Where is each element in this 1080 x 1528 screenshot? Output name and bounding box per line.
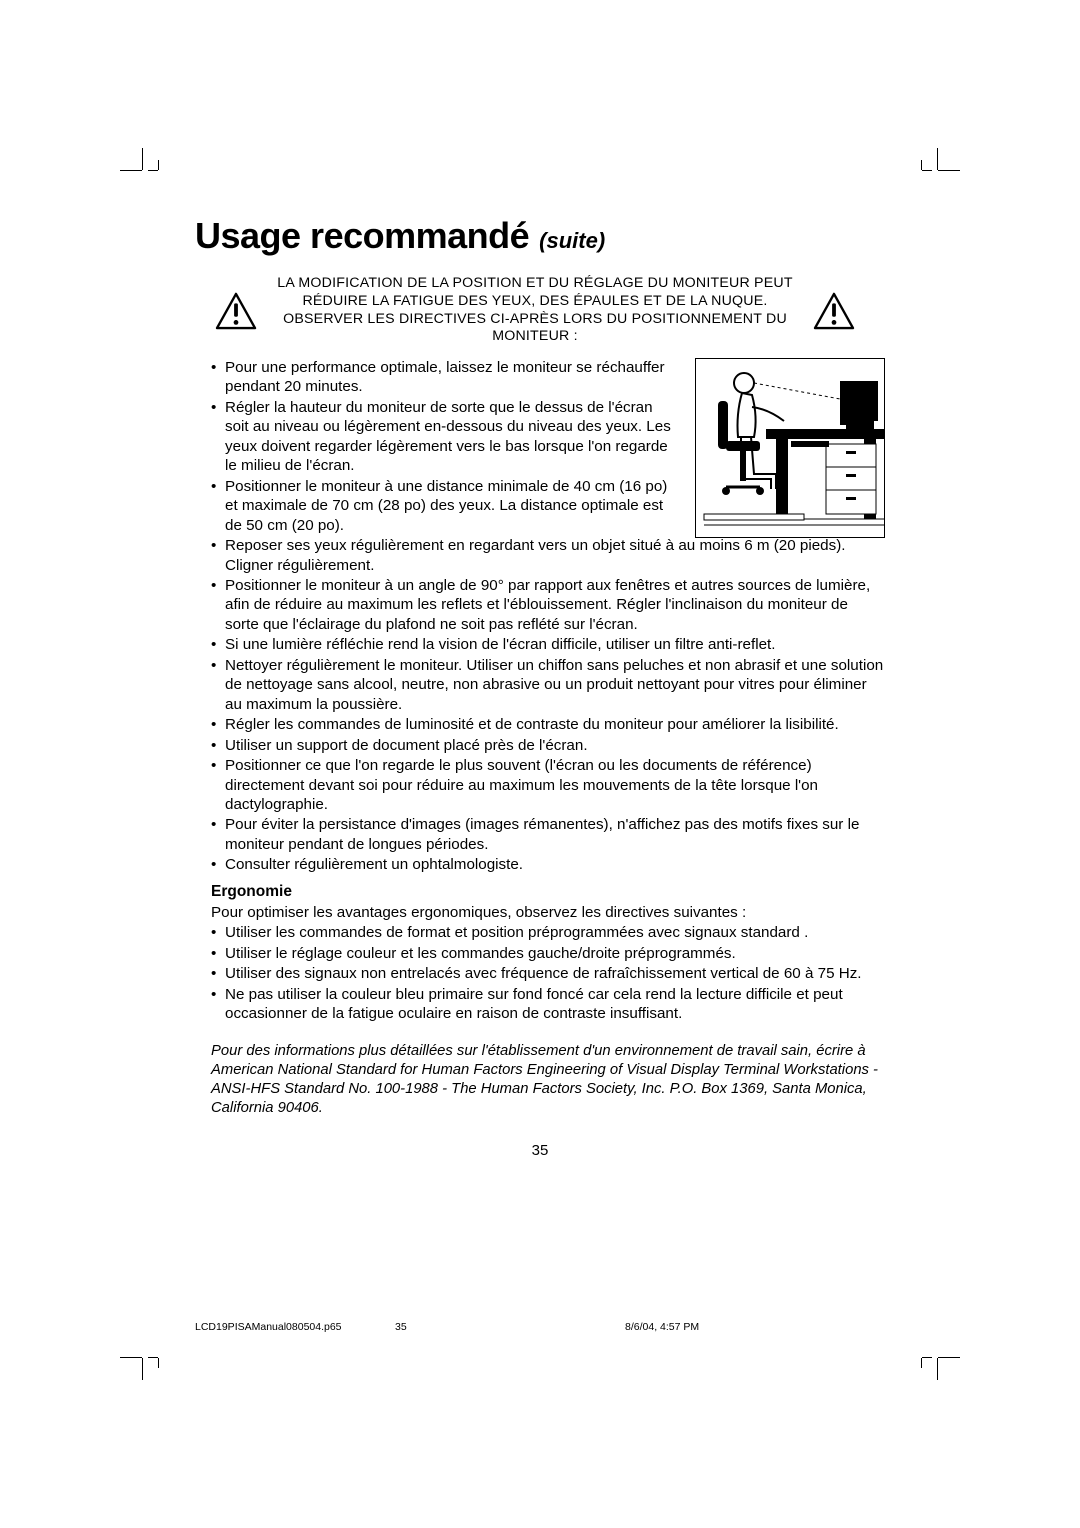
list-item: Nettoyer régulièrement le moniteur. Util… <box>195 656 885 714</box>
list-item: Reposer ses yeux régulièrement en regard… <box>195 536 885 575</box>
footer-datetime: 8/6/04, 4:57 PM <box>625 1321 699 1333</box>
warning-text: LA MODIFICATION DE LA POSITION ET DU RÉG… <box>265 275 805 346</box>
footer-filename: LCD19PISAManual080504.p65 <box>195 1321 395 1333</box>
crop-mark <box>921 1358 922 1368</box>
page-title: Usage recommandé <box>195 215 529 257</box>
list-item: Pour une performance optimale, laissez l… <box>195 358 675 397</box>
crop-mark <box>922 1357 932 1358</box>
list-item: Utiliser le réglage couleur et les comma… <box>195 944 885 963</box>
list-item: Utiliser des signaux non entrelacés avec… <box>195 964 885 983</box>
page-subtitle: (suite) <box>539 228 605 254</box>
crop-mark <box>938 170 960 171</box>
crop-mark <box>142 148 143 170</box>
ergonomie-heading: Ergonomie <box>195 883 885 901</box>
crop-mark <box>148 1357 158 1358</box>
list-item: Pour éviter la persistance d'images (ima… <box>195 815 885 854</box>
crop-mark <box>938 1357 960 1358</box>
ergonomie-bullet-list: Utiliser les commandes de format et posi… <box>195 923 885 1023</box>
page-number: 35 <box>195 1142 885 1159</box>
warning-icon <box>813 292 855 330</box>
crop-mark <box>148 170 158 171</box>
crop-mark <box>937 148 938 170</box>
crop-mark <box>937 1358 938 1380</box>
crop-mark <box>120 170 142 171</box>
list-item: Positionner le moniteur à un angle de 90… <box>195 576 885 634</box>
warning-row: LA MODIFICATION DE LA POSITION ET DU RÉG… <box>215 275 885 346</box>
list-item: Régler la hauteur du moniteur de sorte q… <box>195 398 675 476</box>
page-title-row: Usage recommandé (suite) <box>195 215 885 257</box>
list-item: Consulter régulièrement un ophtalmologis… <box>195 855 885 874</box>
list-item: Positionner le moniteur à une distance m… <box>195 477 675 535</box>
footer-page: 35 <box>395 1321 625 1333</box>
list-item: Utiliser les commandes de format et posi… <box>195 923 885 942</box>
list-item: Régler les commandes de luminosité et de… <box>195 715 885 734</box>
ergonomics-illustration <box>695 358 885 538</box>
footnote: Pour des informations plus détaillées su… <box>195 1042 885 1119</box>
crop-mark <box>158 160 159 170</box>
list-item: Ne pas utiliser la couleur bleu primaire… <box>195 985 885 1024</box>
crop-mark <box>158 1358 159 1368</box>
list-item: Si une lumière réfléchie rend la vision … <box>195 635 885 654</box>
warning-icon <box>215 292 257 330</box>
crop-mark <box>921 160 922 170</box>
print-footer: LCD19PISAManual080504.p65 35 8/6/04, 4:5… <box>195 1321 885 1333</box>
ergonomie-intro: Pour optimiser les avantages ergonomique… <box>195 903 885 922</box>
crop-mark <box>120 1357 142 1358</box>
document-page: Usage recommandé (suite) LA MODIFICATION… <box>195 215 885 1159</box>
crop-mark <box>922 170 932 171</box>
content: Pour une performance optimale, laissez l… <box>195 358 885 1159</box>
list-item: Positionner ce que l'on regarde le plus … <box>195 756 885 814</box>
list-item: Utiliser un support de document placé pr… <box>195 736 885 755</box>
crop-mark <box>142 1358 143 1380</box>
